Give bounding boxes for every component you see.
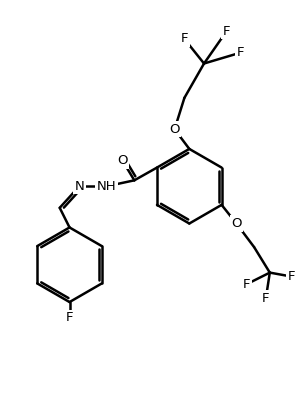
Text: F: F xyxy=(288,270,295,283)
Text: F: F xyxy=(223,25,230,38)
Text: F: F xyxy=(243,278,250,291)
Text: F: F xyxy=(237,46,244,59)
Text: N: N xyxy=(74,180,84,193)
Text: O: O xyxy=(231,217,242,230)
Text: O: O xyxy=(117,154,128,167)
Text: F: F xyxy=(181,32,188,46)
Text: O: O xyxy=(169,123,180,136)
Text: F: F xyxy=(262,291,270,305)
Text: F: F xyxy=(66,311,73,324)
Text: NH: NH xyxy=(97,180,117,193)
